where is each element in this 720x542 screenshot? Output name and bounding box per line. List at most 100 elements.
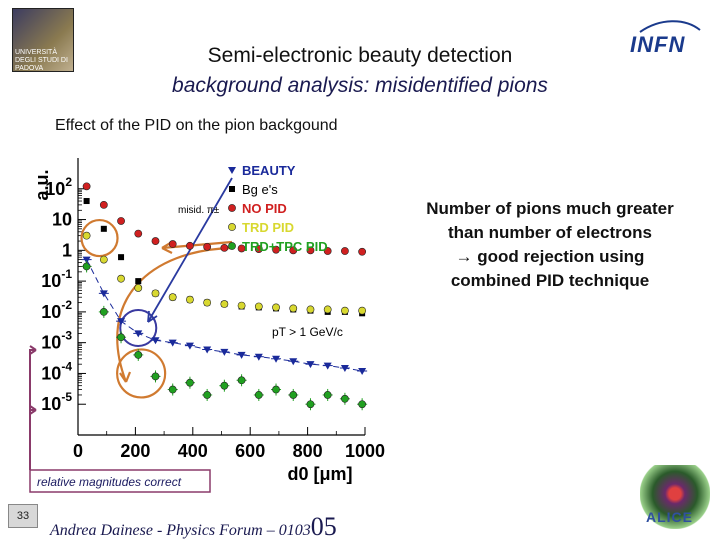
arrow-blue-head [147, 310, 158, 323]
trd-point [341, 306, 349, 315]
arrow-orange-curve [116, 246, 233, 383]
trd-point [306, 305, 315, 314]
chart-legend: BEAUTY Bg e's NO PID TRD PID TRD+TPC PID misi… [178, 163, 328, 254]
y-tick-label: 10-3 [41, 329, 72, 353]
y-tick-label: 10-1 [41, 267, 72, 291]
trdtpc-point [99, 307, 108, 316]
beauty-point [289, 358, 298, 366]
pt-annotation: pT > 1 GeV/c [272, 325, 343, 339]
legend-marker-bges [229, 186, 235, 192]
trd-point [289, 304, 298, 313]
right-note-line-3: → good rejection using [455, 247, 645, 266]
trdtpc-point [289, 391, 298, 399]
chart-frame: 102 10 1 10-1 10-2 10-3 10-4 10-5 0 200 400 600 800 1… [32, 158, 385, 484]
nopid-point [358, 247, 367, 256]
trd-point [358, 306, 367, 315]
trd-point [237, 301, 246, 310]
trdtpc-point [341, 394, 349, 403]
bges-point [135, 278, 142, 285]
bges-point [83, 198, 90, 205]
trd-point [82, 231, 91, 240]
trdtpc-point [220, 381, 229, 390]
y-axis-label: a.u. [32, 169, 52, 200]
y-tick-label: 10-5 [41, 390, 72, 414]
legend-label-trd: TRD PID [242, 220, 294, 235]
bracket-annotation: relative magnitudes correct [37, 475, 182, 489]
beauty-point [99, 290, 108, 298]
trd-point [134, 284, 143, 292]
beauty-point [358, 368, 367, 376]
x-tick-label: 200 [120, 441, 150, 461]
bracket-head-2 [29, 405, 37, 415]
page-title: Semi-electronic beauty detection [207, 44, 513, 67]
legend-label-bges: Bg e's [242, 182, 278, 197]
circle-highlight-nopid [80, 218, 119, 258]
chart-overlay: pT > 1 GeV/c relative magnitudes correct [29, 177, 343, 493]
nopid-point [82, 182, 91, 191]
nopid-point [341, 247, 349, 255]
bges-point [100, 225, 107, 232]
x-axis-label: d0 [μm] [287, 464, 352, 484]
section-heading: Effect of the PID on the pion backgound [55, 117, 338, 134]
circle-highlight-beauty [119, 308, 158, 347]
circle-highlight-trdtpc [116, 348, 167, 399]
beauty-point [237, 351, 246, 359]
trdtpc-point [134, 351, 143, 359]
nopid-point [289, 246, 298, 255]
trdtpc-point [306, 400, 315, 409]
y-tick-label: 102 [45, 175, 72, 199]
x-tick-label: 1000 [345, 441, 385, 461]
infn-logo: INFN [630, 18, 706, 72]
nopid-point [306, 246, 315, 255]
trdtpc-point [117, 333, 125, 342]
legend-marker-trd [228, 223, 236, 231]
x-tick-label: 600 [235, 441, 265, 461]
trdtpc-point [323, 391, 332, 399]
nopid-point [168, 240, 177, 248]
trd-point [151, 289, 160, 298]
trd-point [168, 293, 177, 302]
trd-point [99, 255, 108, 264]
trd-point [186, 295, 194, 304]
bracket-line [29, 349, 36, 470]
trd-point [323, 305, 332, 314]
y-tick-label: 10-2 [41, 298, 72, 322]
university-logo-text: UNIVERSITÀ DEGLI STUDI DI PADOVA [15, 49, 68, 72]
trdtpc-point [272, 385, 280, 394]
nopid-point [323, 247, 332, 255]
trd-point [117, 274, 125, 283]
bracket-box [29, 469, 211, 493]
trdtpc-point [358, 400, 367, 409]
trd-point [254, 302, 263, 311]
trdtpc-point [168, 385, 177, 394]
trd-point [203, 298, 212, 307]
beauty-fit-line [86, 259, 363, 372]
bracket-head [29, 345, 37, 355]
trdtpc-point [203, 391, 212, 399]
legend-marker-beauty [228, 167, 236, 174]
y-tick-label: 1 [62, 240, 72, 260]
page-subtitle: background analysis: misidentified pions [172, 74, 548, 97]
trd-point [220, 300, 229, 308]
trdtpc-point [254, 391, 263, 399]
y-tick-label: 10-4 [41, 359, 72, 383]
arrow-blue [147, 177, 233, 323]
footer-author-text: Andrea Dainese - Physics Forum – 0103 [50, 522, 311, 539]
legend-label-trdtpc: TRD+TPC PID [242, 239, 328, 254]
right-note-line-1: Number of pions much greater [426, 199, 674, 218]
nopid-point [151, 237, 160, 245]
nopid-point [117, 217, 125, 225]
legend-header: misid. π± [178, 205, 220, 216]
bges-point [118, 254, 125, 261]
legend-marker-trdtpc [228, 242, 236, 250]
nopid-point [237, 244, 246, 253]
nopid-point [272, 245, 280, 254]
nopid-point [254, 245, 263, 253]
arrow-orange-curve-head [119, 371, 132, 383]
infn-swoosh-icon [639, 20, 701, 33]
x-tick-label: 800 [293, 441, 323, 461]
right-note: Number of pions much greater than number… [400, 197, 700, 293]
university-logo: UNIVERSITÀ DEGLI STUDI DI PADOVA [12, 8, 74, 72]
chart-marks [81, 182, 368, 411]
beauty-point [306, 361, 315, 369]
